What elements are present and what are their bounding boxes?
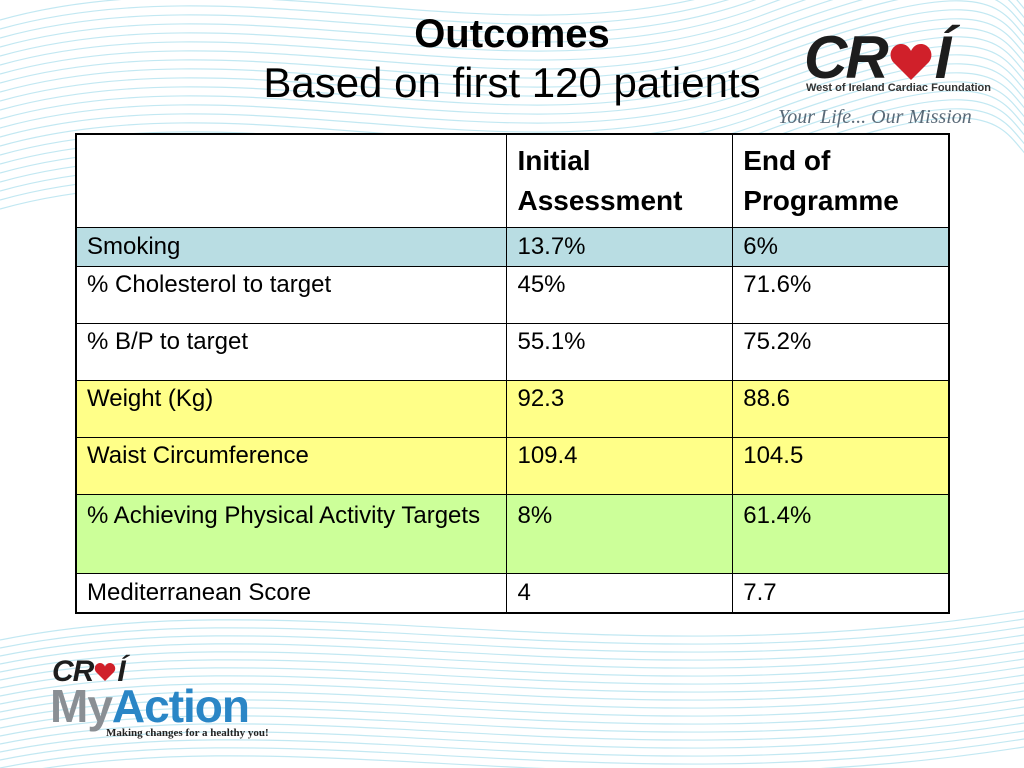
background-wave-line: [0, 714, 1024, 745]
table-row: % B/P to target 55.1% 75.2%: [75, 323, 950, 381]
table-row: Smoking 13.7% 6%: [75, 227, 950, 267]
background-wave-line: [0, 0, 757, 39]
header-initial-assessment: Initial Assessment: [506, 133, 734, 228]
background-wave-line: [0, 0, 695, 21]
background-wave-line: [0, 674, 1024, 705]
background-wave-line: [0, 682, 1024, 713]
end-value: 88.6: [732, 380, 950, 438]
background-wave-line: [0, 0, 729, 30]
initial-value: 8%: [506, 494, 734, 574]
background-wave-line: [0, 690, 1024, 721]
table-header-row: Initial Assessment End of Programme: [75, 133, 950, 228]
myaction-croi-wordmark: CR Í: [52, 655, 126, 689]
row-label: % B/P to target: [75, 323, 508, 381]
background-wave-line: [0, 698, 1024, 729]
background-wave-line: [0, 18, 1024, 111]
initial-value: 109.4: [506, 437, 734, 495]
table-row: Waist Circumference 109.4 104.5: [75, 437, 950, 495]
table-row: Mediterranean Score 4 7.7: [75, 573, 950, 614]
initial-value: 13.7%: [506, 227, 734, 267]
background-wave-line: [0, 642, 1024, 673]
end-value: 104.5: [732, 437, 950, 495]
myaction-croi-prefix: CR: [52, 655, 94, 688]
background-wave-line: [0, 0, 1024, 93]
background-wave-line: [42, 746, 1024, 768]
background-wave-line: [0, 9, 1024, 102]
row-label: Waist Circumference: [75, 437, 508, 495]
background-wave-line: [0, 730, 1024, 761]
background-wave-line: [0, 0, 1024, 75]
background-wave-line: [0, 666, 1024, 697]
background-wave-line: [0, 618, 1024, 649]
background-wave-line: [0, 626, 1024, 657]
row-label: % Cholesterol to target: [75, 266, 508, 324]
background-wave-line: [0, 610, 1024, 641]
background-wave-line: [0, 27, 1024, 120]
myaction-tagline: Making changes for a healthy you!: [106, 727, 269, 739]
initial-value: 45%: [506, 266, 734, 324]
row-label: Mediterranean Score: [75, 573, 508, 614]
background-wave-line: [0, 36, 1024, 129]
croi-suffix: Í: [934, 24, 952, 91]
outcomes-table: Initial Assessment End of Programme Smok…: [75, 133, 950, 614]
row-label: Weight (Kg): [75, 380, 508, 438]
row-label: % Achieving Physical Activity Targets: [75, 494, 508, 574]
myaction-wordmark: MyAction: [50, 680, 250, 732]
croi-foundation-logo: CR Í West of Ireland Cardiac Foundation Y…: [778, 24, 996, 130]
background-wave-line: [0, 722, 1024, 753]
background-wave-line: [0, 658, 1024, 689]
heart-icon: [95, 663, 116, 681]
foundation-name: West of Ireland Cardiac Foundation: [806, 82, 991, 94]
background-wave-line: [0, 738, 1024, 768]
initial-value: 4: [506, 573, 734, 614]
table-row: % Cholesterol to target 45% 71.6%: [75, 266, 950, 324]
croi-tagline: Your Life... Our Mission: [778, 106, 972, 128]
end-value: 6%: [732, 227, 950, 267]
background-wave-line: [0, 706, 1024, 737]
myaction-croi-suffix: Í: [117, 655, 125, 688]
background-wave-line: [0, 0, 1024, 66]
end-value: 75.2%: [732, 323, 950, 381]
background-wave-line: [0, 634, 1024, 665]
title-block: Outcomes Based on first 120 patients: [0, 8, 1024, 108]
background-wave-line: [0, 0, 1024, 84]
heart-icon: [890, 44, 932, 80]
table-row: % Achieving Physical Activity Targets 8%…: [75, 494, 950, 574]
croi-wordmark: CR Í: [804, 24, 952, 91]
background-wave-line: [0, 0, 781, 48]
slide-title: Outcomes: [414, 12, 610, 56]
initial-value: 55.1%: [506, 323, 734, 381]
myaction-logo: CR Í MyAction Making changes for a health…: [50, 655, 310, 745]
end-value: 71.6%: [732, 266, 950, 324]
myaction-my: My: [50, 680, 113, 732]
background-wave-line: [0, 0, 1024, 57]
background-wave-line: [0, 650, 1024, 681]
end-value: 61.4%: [732, 494, 950, 574]
slide-subtitle: Based on first 120 patients: [263, 59, 761, 106]
header-empty: [75, 133, 508, 228]
myaction-action: Action: [111, 680, 250, 732]
table-row: Weight (Kg) 92.3 88.6: [75, 380, 950, 438]
background-wave-line: [0, 45, 1024, 138]
background-wave-line: [0, 54, 1024, 147]
croi-prefix: CR: [804, 24, 889, 91]
initial-value: 92.3: [506, 380, 734, 438]
header-end-of-programme: End of Programme: [732, 133, 950, 228]
end-value: 7.7: [732, 573, 950, 614]
row-label: Smoking: [75, 227, 508, 267]
